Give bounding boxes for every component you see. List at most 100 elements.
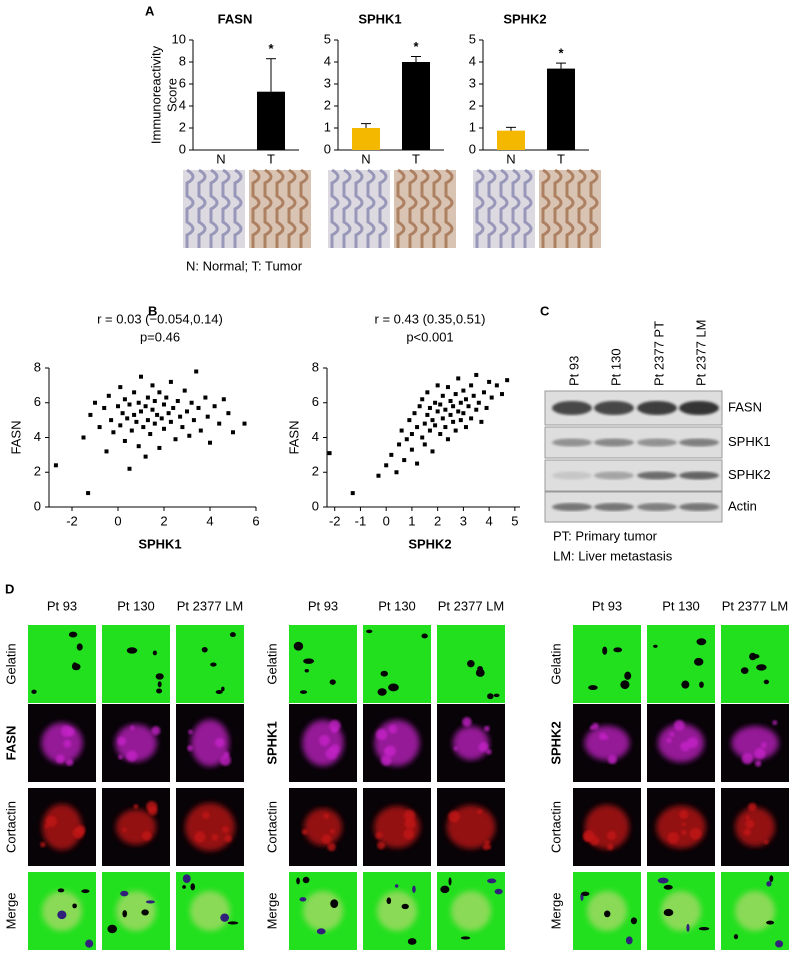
cell-signal [686, 737, 698, 749]
degradation-spot [156, 688, 163, 694]
degradation-spot [122, 910, 128, 918]
bar [547, 68, 575, 150]
y-tick-label: 0 [179, 141, 186, 156]
scatter-point [139, 409, 143, 414]
y-tick-label: 3 [324, 75, 331, 90]
scatter-point [415, 461, 420, 466]
y-tick-label: 4 [34, 429, 41, 444]
tissue-fold [499, 168, 509, 248]
cell-signal [65, 727, 75, 737]
cell-signal [190, 891, 230, 931]
degradation-spot [31, 689, 37, 694]
degradation-spot [57, 910, 67, 920]
scatter-point [466, 404, 471, 409]
degradation-spot [72, 903, 77, 909]
scatter-point [487, 379, 492, 384]
tissue-fold [209, 168, 219, 248]
row-label: Merge [548, 893, 563, 930]
cell-signal [318, 735, 330, 746]
micrograph [721, 625, 789, 703]
degradation-spot [740, 667, 749, 675]
scatter-point [134, 419, 139, 424]
degradation-spot [494, 888, 503, 895]
degradation-spot [756, 664, 767, 671]
scatter-point [217, 421, 222, 426]
scatter-point [102, 405, 107, 410]
x-tick-label: 2 [434, 513, 441, 528]
scatter-point [433, 400, 438, 405]
y-tick-label: 1 [324, 119, 331, 134]
cell-signal [323, 813, 330, 819]
scatter-point [226, 411, 231, 416]
degradation-spot [681, 680, 690, 689]
scatter-point [469, 383, 474, 388]
scatter-point [417, 404, 422, 409]
scatter-point [157, 390, 162, 395]
scatter-point [118, 423, 123, 428]
scatter-point [443, 407, 448, 412]
tissue-fold [275, 168, 285, 248]
tissue-fold [432, 168, 442, 248]
cell-signal [211, 833, 219, 841]
scatter-point [171, 405, 176, 410]
scatter-point [448, 412, 453, 417]
y-tick-label: 8 [179, 53, 186, 68]
degradation-spot [299, 897, 307, 902]
cell-signal [118, 754, 123, 760]
scatter-point [150, 383, 155, 388]
tissue-fold [263, 168, 273, 248]
cell-signal [403, 828, 414, 840]
scatter-point [162, 426, 166, 431]
scatter-point [484, 405, 489, 410]
y-tick-label: 1 [469, 119, 476, 134]
degradation-spot [663, 908, 674, 917]
cell-signal [388, 724, 398, 734]
scatter-point [162, 402, 166, 407]
y-axis-label: Score [164, 78, 179, 112]
scatter-point [412, 411, 417, 416]
cell-signal [681, 829, 687, 836]
cell-signal [451, 891, 491, 931]
scatter-point [104, 449, 109, 454]
significance: * [413, 39, 419, 54]
cell-signal [667, 831, 680, 844]
legend-note: N: Normal; T: Tumor [186, 258, 303, 273]
cell-signal [679, 810, 689, 820]
column-label: Pt 2377 LM [438, 598, 505, 613]
cell-signal [582, 830, 595, 842]
scatter-point [86, 491, 91, 496]
y-axis-label: FASN [286, 421, 301, 455]
scatter-point [150, 407, 155, 412]
degradation-spot [190, 883, 196, 891]
scatter-point [451, 419, 456, 424]
tissue-fold [287, 168, 297, 248]
degradation-spot [653, 644, 658, 648]
x-tick-label: -1 [355, 513, 367, 528]
y-tick-label: 2 [324, 97, 331, 112]
degradation-spot [686, 923, 690, 932]
cell-signal [188, 729, 193, 735]
scatter-point [141, 425, 146, 430]
blot-band [552, 438, 592, 447]
x-tick-label: 0 [114, 513, 121, 528]
scatter-point [425, 390, 430, 395]
cell-signal [462, 717, 472, 727]
degradation-spot [157, 681, 162, 688]
scatter-point [430, 449, 435, 454]
degradation-spot [602, 646, 608, 655]
cell-signal [754, 747, 766, 759]
x-tick-label: T [557, 151, 565, 166]
scatter-point [453, 428, 458, 433]
tissue-fold [197, 168, 207, 248]
chart-subtitle: p<0.001 [406, 329, 453, 344]
scatter-point [242, 421, 247, 426]
y-tick-label: 8 [34, 359, 41, 374]
x-tick-label: -2 [66, 513, 78, 528]
degradation-spot [296, 877, 300, 885]
x-tick-label: N [361, 151, 370, 166]
bar [257, 91, 285, 150]
cell-signal [478, 742, 489, 753]
tissue-fold [565, 168, 575, 248]
tissue-fold [577, 168, 587, 248]
